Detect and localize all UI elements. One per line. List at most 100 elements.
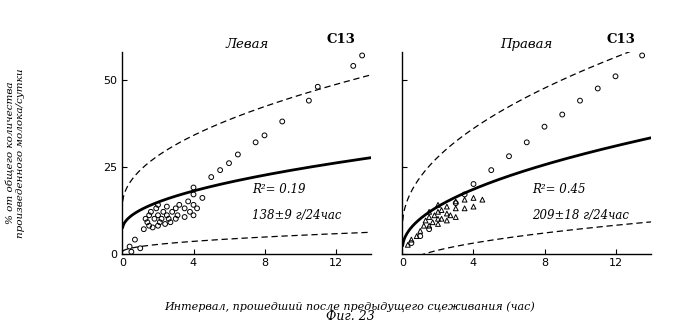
Point — [433, 209, 444, 215]
Point — [164, 220, 176, 225]
Text: Интервал, прошедший после предыдущего сцеживания (час): Интервал, прошедший после предыдущего сц… — [164, 302, 536, 313]
Point — [174, 202, 185, 207]
Point — [312, 84, 323, 89]
Point — [250, 140, 261, 145]
Point — [303, 98, 314, 103]
Point — [424, 223, 435, 228]
Title: Левая: Левая — [225, 38, 268, 51]
Point — [147, 225, 158, 230]
Point — [232, 152, 244, 157]
Point — [436, 207, 447, 213]
Point — [144, 213, 155, 218]
Point — [179, 206, 190, 211]
Point — [406, 240, 417, 246]
Point — [429, 213, 440, 218]
Point — [441, 211, 452, 216]
Point — [486, 167, 497, 173]
Point — [188, 202, 199, 207]
Point — [214, 167, 225, 173]
Point — [191, 206, 203, 211]
Point — [414, 234, 426, 239]
Point — [444, 213, 456, 218]
Point — [556, 112, 568, 117]
Point — [150, 206, 162, 211]
Point — [418, 223, 429, 228]
Text: R²= 0.45: R²= 0.45 — [532, 183, 585, 196]
Point — [124, 244, 135, 249]
Point — [433, 221, 444, 227]
Point — [592, 86, 603, 91]
Text: 138±9 г/24час: 138±9 г/24час — [252, 209, 341, 222]
Text: Фиг. 23: Фиг. 23 — [326, 310, 374, 323]
Point — [259, 133, 270, 138]
Point — [184, 209, 195, 215]
Point — [459, 197, 470, 202]
Point — [420, 218, 431, 223]
Point — [433, 216, 444, 221]
Point — [134, 246, 146, 251]
Point — [223, 161, 235, 166]
Point — [206, 175, 217, 180]
Point — [154, 220, 165, 225]
Point — [424, 214, 435, 220]
Point — [503, 154, 514, 159]
Text: 209±18 г/24час: 209±18 г/24час — [532, 209, 629, 222]
Point — [427, 220, 438, 225]
Point — [441, 218, 452, 223]
Point — [188, 192, 199, 197]
Point — [153, 223, 164, 228]
Point — [636, 53, 648, 58]
Text: C13: C13 — [607, 33, 636, 46]
Point — [188, 185, 199, 190]
Point — [424, 209, 435, 215]
Point — [130, 237, 141, 242]
Point — [450, 199, 461, 204]
Point — [539, 124, 550, 129]
Point — [126, 249, 137, 254]
Point — [138, 227, 149, 232]
Point — [468, 195, 479, 201]
Point — [144, 223, 155, 228]
Point — [141, 220, 153, 225]
Point — [161, 213, 172, 218]
Point — [436, 216, 447, 221]
Point — [188, 213, 199, 218]
Point — [140, 216, 151, 221]
Point — [433, 202, 444, 207]
Point — [153, 213, 164, 218]
Point — [441, 204, 452, 209]
Point — [158, 209, 169, 215]
Point — [153, 202, 164, 207]
Point — [160, 221, 171, 227]
Text: % от общего количества
произведенного молока/сутки: % от общего количества произведенного мо… — [6, 68, 25, 238]
Point — [459, 192, 470, 197]
Point — [172, 213, 183, 218]
Point — [146, 209, 157, 215]
Point — [163, 216, 174, 221]
Point — [521, 140, 532, 145]
Point — [170, 216, 181, 221]
Text: C13: C13 — [327, 33, 356, 46]
Point — [477, 197, 488, 202]
Point — [468, 204, 479, 209]
Point — [610, 74, 621, 79]
Point — [411, 234, 422, 239]
Point — [575, 98, 586, 103]
Point — [414, 228, 426, 234]
Point — [161, 204, 172, 209]
Title: Правая: Правая — [500, 38, 553, 51]
Point — [468, 181, 479, 187]
Point — [450, 214, 461, 220]
Point — [156, 216, 167, 221]
Point — [356, 53, 368, 58]
Point — [450, 201, 461, 206]
Text: R²= 0.19: R²= 0.19 — [252, 183, 305, 196]
Point — [167, 209, 178, 215]
Point — [149, 216, 160, 221]
Point — [424, 227, 435, 232]
Point — [170, 206, 181, 211]
Point — [459, 206, 470, 211]
Point — [450, 206, 461, 211]
Point — [348, 63, 359, 69]
Point — [179, 214, 190, 220]
